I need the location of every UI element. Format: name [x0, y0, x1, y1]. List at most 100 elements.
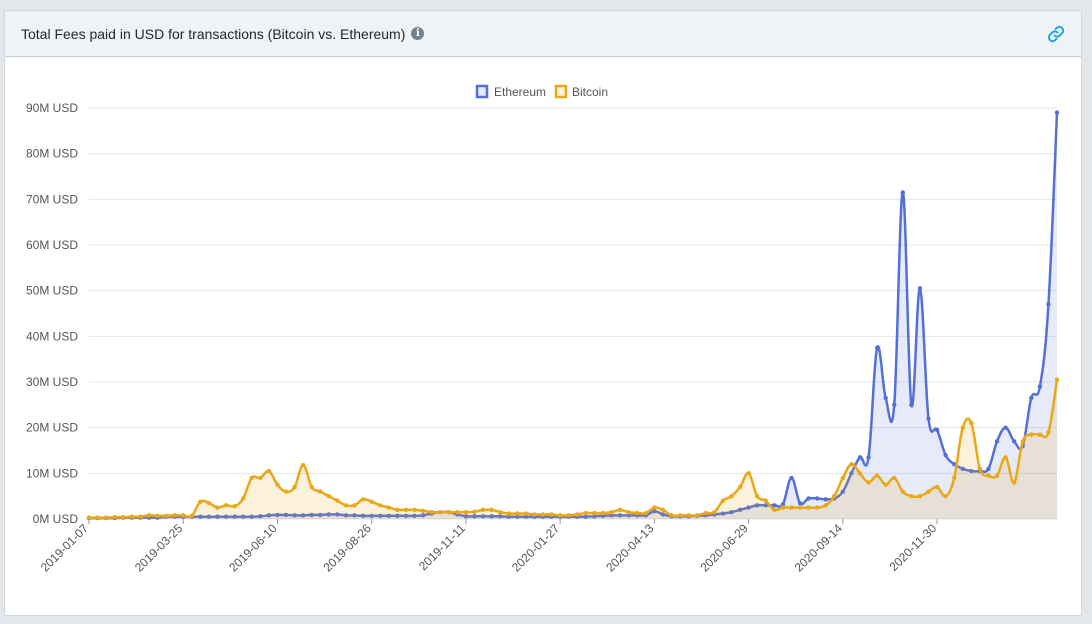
point-ethereum[interactable] — [240, 514, 246, 519]
point-ethereum[interactable] — [463, 514, 469, 519]
point-bitcoin[interactable] — [215, 505, 220, 510]
point-bitcoin[interactable] — [95, 515, 100, 520]
point-bitcoin[interactable] — [660, 507, 666, 513]
point-bitcoin[interactable] — [463, 509, 469, 515]
point-ethereum[interactable] — [292, 513, 297, 518]
point-bitcoin[interactable] — [275, 482, 280, 487]
point-bitcoin[interactable] — [198, 499, 203, 504]
point-bitcoin[interactable] — [1046, 430, 1051, 435]
point-ethereum[interactable] — [1054, 110, 1060, 115]
point-ethereum[interactable] — [1003, 425, 1008, 430]
point-bitcoin[interactable] — [369, 499, 374, 504]
point-ethereum[interactable] — [489, 514, 494, 519]
point-ethereum[interactable] — [206, 514, 212, 519]
point-bitcoin[interactable] — [952, 475, 957, 481]
point-bitcoin[interactable] — [360, 497, 366, 502]
point-bitcoin[interactable] — [712, 509, 717, 515]
point-bitcoin[interactable] — [300, 462, 306, 468]
point-ethereum[interactable] — [1011, 439, 1017, 444]
point-bitcoin[interactable] — [138, 514, 143, 519]
point-ethereum[interactable] — [497, 514, 503, 519]
point-bitcoin[interactable] — [600, 510, 606, 516]
point-bitcoin[interactable] — [455, 509, 460, 515]
point-bitcoin[interactable] — [112, 514, 117, 520]
point-bitcoin[interactable] — [318, 489, 323, 494]
point-bitcoin[interactable] — [523, 511, 529, 516]
point-bitcoin[interactable] — [746, 471, 751, 476]
point-bitcoin[interactable] — [129, 514, 135, 519]
point-bitcoin[interactable] — [1029, 432, 1034, 437]
point-ethereum[interactable] — [386, 513, 392, 519]
point-bitcoin[interactable] — [720, 498, 726, 503]
point-bitcoin[interactable] — [1003, 455, 1008, 460]
point-bitcoin[interactable] — [172, 513, 177, 518]
point-bitcoin[interactable] — [840, 475, 846, 481]
point-bitcoin[interactable] — [703, 510, 708, 516]
point-bitcoin[interactable] — [969, 420, 974, 426]
point-ethereum[interactable] — [943, 452, 948, 458]
point-ethereum[interactable] — [720, 511, 726, 516]
point-bitcoin[interactable] — [121, 514, 126, 520]
point-bitcoin[interactable] — [849, 462, 854, 467]
point-ethereum[interactable] — [763, 503, 768, 508]
point-bitcoin[interactable] — [926, 489, 931, 494]
point-ethereum[interactable] — [874, 345, 880, 350]
point-ethereum[interactable] — [472, 514, 477, 519]
point-bitcoin[interactable] — [832, 493, 837, 499]
point-ethereum[interactable] — [1029, 395, 1034, 401]
point-bitcoin[interactable] — [103, 515, 109, 520]
point-ethereum[interactable] — [369, 513, 374, 519]
point-ethereum[interactable] — [960, 466, 965, 471]
point-ethereum[interactable] — [780, 502, 786, 507]
point-bitcoin[interactable] — [557, 513, 563, 518]
point-bitcoin[interactable] — [223, 503, 229, 508]
point-ethereum[interactable] — [737, 507, 743, 513]
point-bitcoin[interactable] — [934, 484, 940, 490]
point-ethereum[interactable] — [840, 489, 846, 494]
point-bitcoin[interactable] — [266, 468, 272, 474]
point-ethereum[interactable] — [223, 514, 229, 519]
point-ethereum[interactable] — [258, 514, 263, 519]
point-bitcoin[interactable] — [292, 484, 297, 490]
point-bitcoin[interactable] — [386, 505, 392, 510]
point-ethereum[interactable] — [395, 513, 400, 519]
point-ethereum[interactable] — [412, 513, 417, 519]
point-bitcoin[interactable] — [395, 507, 400, 513]
point-bitcoin[interactable] — [643, 510, 649, 516]
point-bitcoin[interactable] — [772, 507, 777, 513]
point-ethereum[interactable] — [198, 514, 203, 519]
point-bitcoin[interactable] — [163, 513, 169, 519]
point-bitcoin[interactable] — [780, 505, 786, 510]
point-ethereum[interactable] — [892, 402, 897, 408]
point-bitcoin[interactable] — [737, 484, 743, 490]
point-bitcoin[interactable] — [583, 510, 589, 516]
point-ethereum[interactable] — [232, 514, 237, 519]
point-bitcoin[interactable] — [472, 509, 477, 514]
point-bitcoin[interactable] — [378, 503, 383, 508]
point-ethereum[interactable] — [866, 455, 871, 460]
point-bitcoin[interactable] — [900, 489, 906, 494]
point-bitcoin[interactable] — [695, 513, 700, 518]
point-ethereum[interactable] — [917, 286, 923, 291]
point-ethereum[interactable] — [592, 514, 597, 519]
point-bitcoin[interactable] — [669, 513, 674, 518]
point-ethereum[interactable] — [326, 512, 332, 517]
point-bitcoin[interactable] — [806, 505, 811, 510]
point-bitcoin[interactable] — [189, 513, 194, 519]
point-ethereum[interactable] — [266, 513, 272, 518]
point-ethereum[interactable] — [626, 513, 631, 518]
point-ethereum[interactable] — [403, 513, 409, 519]
point-bitcoin[interactable] — [506, 511, 511, 516]
point-bitcoin[interactable] — [892, 475, 897, 481]
point-ethereum[interactable] — [360, 513, 366, 519]
point-bitcoin[interactable] — [617, 507, 623, 513]
point-ethereum[interactable] — [814, 496, 820, 501]
point-bitcoin[interactable] — [438, 509, 443, 515]
point-bitcoin[interactable] — [986, 473, 991, 478]
legend-swatch-bitcoin[interactable] — [554, 84, 568, 99]
link-icon[interactable] — [1047, 25, 1065, 43]
point-ethereum[interactable] — [772, 503, 777, 508]
point-ethereum[interactable] — [652, 509, 657, 514]
point-ethereum[interactable] — [986, 466, 991, 471]
legend-swatch-ethereum[interactable] — [475, 84, 489, 99]
